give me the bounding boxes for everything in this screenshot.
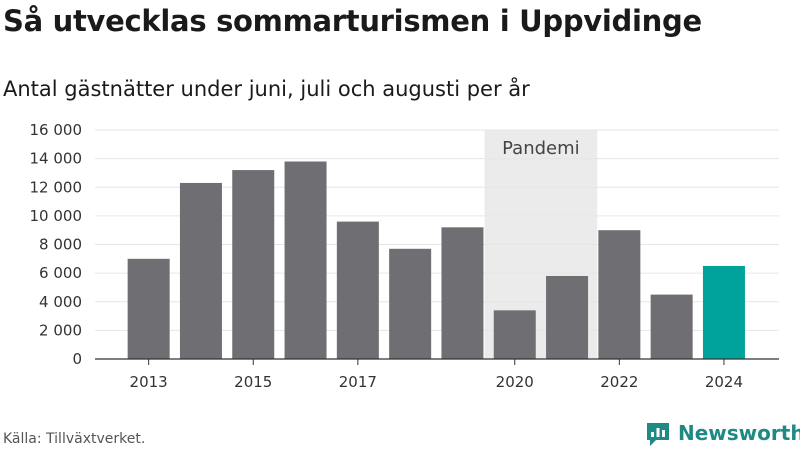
x-tick-label: 2015	[234, 373, 272, 391]
chart-logo-icon	[647, 423, 669, 446]
brand-name: Newsworthy	[678, 421, 800, 445]
y-tick-label: 8 000	[39, 236, 82, 254]
y-tick-label: 10 000	[30, 207, 83, 225]
pandemic-label: Pandemi	[502, 138, 580, 159]
y-tick-label: 16 000	[30, 121, 83, 139]
bar	[179, 182, 222, 359]
bar	[702, 265, 745, 359]
y-tick-label: 6 000	[39, 264, 82, 282]
y-tick-label: 4 000	[39, 293, 82, 311]
bar	[598, 230, 641, 359]
y-tick-label: 12 000	[30, 178, 83, 196]
x-tick-label: 2013	[130, 373, 168, 391]
y-tick-label: 0	[72, 350, 82, 368]
bar	[546, 275, 589, 359]
bar	[650, 294, 693, 359]
x-tick-label: 2022	[600, 373, 638, 391]
chart-title: Så utvecklas sommarturismen i Uppvidinge	[3, 4, 702, 38]
y-tick-label: 14 000	[30, 150, 83, 168]
y-tick-label: 2 000	[39, 321, 82, 339]
x-tick-label: 2024	[705, 373, 743, 391]
bar	[284, 161, 327, 359]
source-note: Källa: Tillväxtverket.	[3, 431, 146, 447]
bar	[389, 248, 432, 359]
chart-subtitle: Antal gästnätter under juni, juli och au…	[3, 77, 530, 101]
bar	[336, 221, 379, 359]
bar	[441, 227, 484, 359]
bar	[232, 170, 275, 359]
bar	[127, 258, 170, 359]
bar	[493, 310, 536, 359]
x-tick-label: 2017	[339, 373, 377, 391]
x-tick-label: 2020	[496, 373, 534, 391]
